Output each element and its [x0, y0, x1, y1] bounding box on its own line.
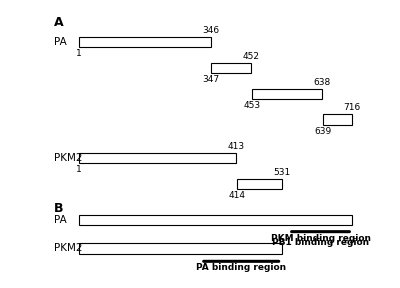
- Text: 347: 347: [203, 75, 220, 84]
- Text: 716: 716: [344, 103, 361, 112]
- Text: PA: PA: [54, 37, 66, 47]
- Text: PKM binding region: PKM binding region: [270, 234, 370, 243]
- Bar: [79, 153, 236, 163]
- Text: 1: 1: [76, 49, 82, 58]
- Text: B: B: [54, 202, 63, 215]
- Text: PKM2: PKM2: [54, 243, 82, 253]
- Text: 638: 638: [314, 77, 331, 86]
- Text: A: A: [54, 16, 63, 29]
- Text: PKM2: PKM2: [54, 153, 82, 163]
- Text: 452: 452: [243, 52, 260, 61]
- Bar: [252, 89, 322, 99]
- Bar: [79, 37, 211, 47]
- Bar: [237, 179, 282, 189]
- Text: 413: 413: [228, 142, 245, 151]
- Text: PA: PA: [54, 215, 66, 225]
- Text: 453: 453: [243, 101, 260, 110]
- Text: 346: 346: [202, 26, 219, 35]
- Text: 639: 639: [314, 127, 332, 136]
- Text: 531: 531: [273, 168, 290, 177]
- Bar: [79, 215, 352, 225]
- Bar: [211, 63, 251, 73]
- Text: PA binding region: PA binding region: [196, 263, 286, 272]
- Text: 414: 414: [228, 191, 245, 200]
- Bar: [79, 243, 282, 253]
- Text: 1: 1: [76, 165, 82, 175]
- Text: PB1 binding region: PB1 binding region: [272, 238, 369, 247]
- Bar: [323, 114, 352, 125]
